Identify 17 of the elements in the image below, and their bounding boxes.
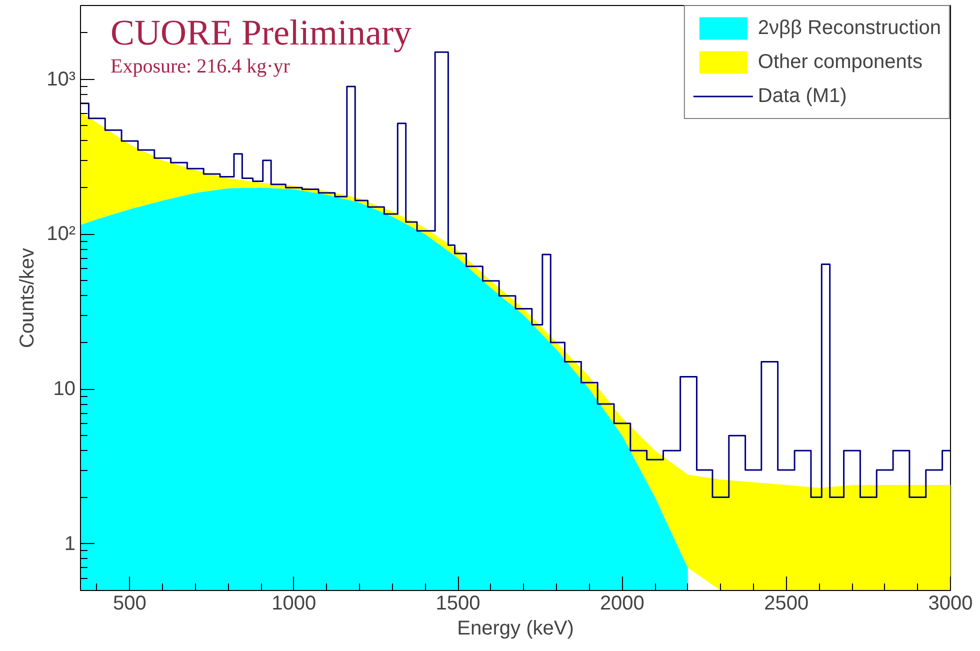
x-tick-label: 2000 — [600, 592, 644, 614]
legend-label: 2νββ Reconstruction — [758, 16, 941, 40]
legend-label: Data (M1) — [758, 84, 847, 108]
y-tick-label: 10³ — [46, 68, 76, 90]
x-tick-label: 2500 — [764, 592, 809, 614]
y-axis-title: Counts/kev — [16, 248, 39, 348]
y-tick-label: 10 — [53, 378, 76, 400]
x-tick-label: 1000 — [272, 592, 316, 614]
chart-title: CUORE Preliminary — [110, 12, 412, 52]
x-tick-label: 500 — [113, 592, 146, 614]
text: Exposure: 216.4 kg·yr — [110, 56, 290, 78]
x-tick-label: 3000 — [928, 592, 973, 614]
x-axis-title: Energy (keV) — [457, 618, 574, 640]
y-tick-label: 1 — [64, 532, 76, 555]
x-tick-label: 1500 — [436, 592, 480, 614]
y-tick-label: 10² — [46, 223, 76, 246]
legend-label: Other components — [758, 50, 922, 74]
